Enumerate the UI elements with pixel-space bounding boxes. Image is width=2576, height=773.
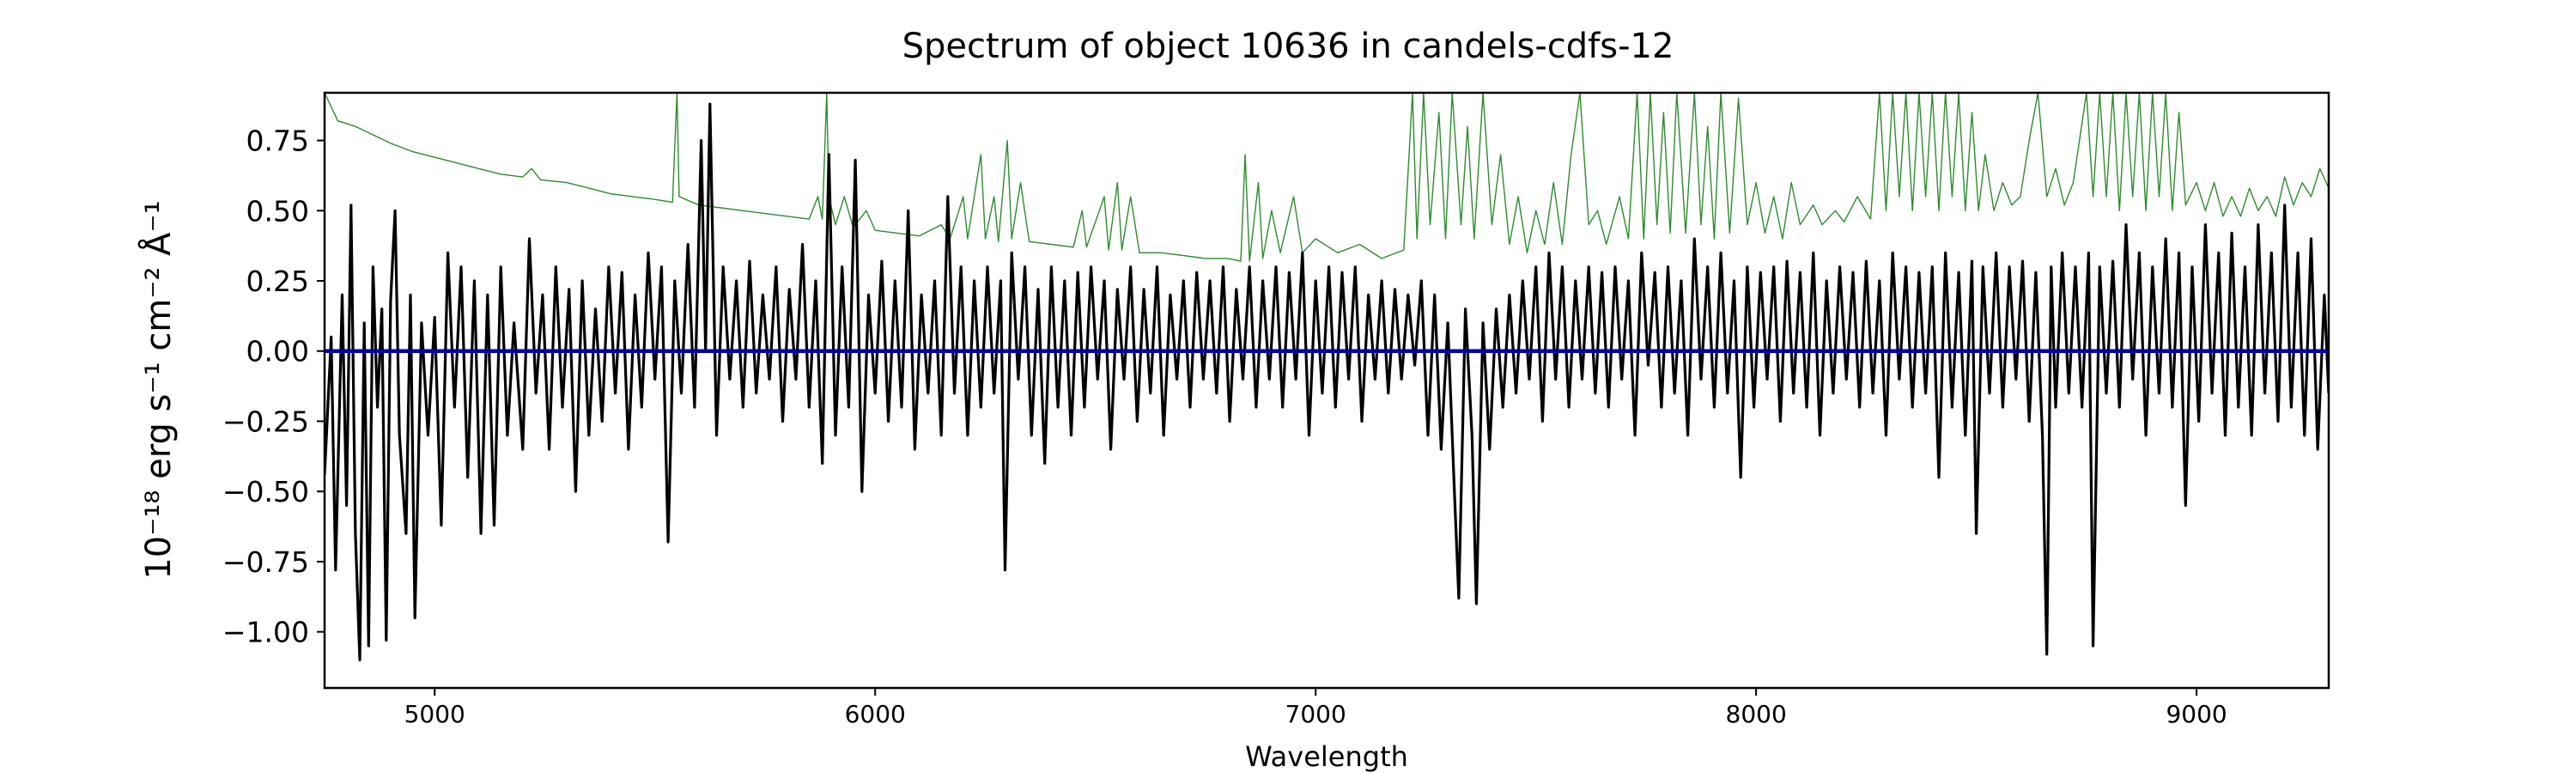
x-axis: 5000 6000 7000 8000 9000	[404, 688, 2227, 728]
y-tick-label: −0.25	[222, 405, 309, 438]
chart-title: Spectrum of object 10636 in candels-cdfs…	[902, 27, 1674, 66]
flux-series-line	[325, 102, 2329, 661]
x-tick-label: 7000	[1285, 700, 1346, 728]
y-tick-label: −0.50	[222, 475, 309, 508]
plot-frame	[323, 91, 2330, 690]
y-tick-label: 0.25	[246, 265, 309, 298]
y-tick-label: −0.75	[222, 545, 309, 579]
error-series-line	[325, 93, 2329, 262]
x-tick-label: 5000	[404, 700, 465, 728]
y-tick-label: 0.00	[246, 335, 309, 368]
plot-series-layer	[325, 93, 2329, 661]
x-axis-label: Wavelength	[1245, 740, 1408, 773]
y-tick-label: −1.00	[222, 616, 309, 649]
x-tick-label: 8000	[1726, 700, 1787, 728]
x-tick-label: 9000	[2166, 700, 2227, 728]
y-tick-label: 0.50	[246, 194, 309, 228]
y-tick-label: 0.75	[246, 125, 309, 158]
y-axis-label: 10⁻¹⁸ erg s⁻¹ cm⁻² Å⁻¹	[137, 200, 179, 579]
y-axis: 0.75 0.50 0.25 0.00 −0.25 −0.50 −0.75 −1.00	[222, 125, 325, 649]
x-tick-label: 6000	[845, 700, 906, 728]
